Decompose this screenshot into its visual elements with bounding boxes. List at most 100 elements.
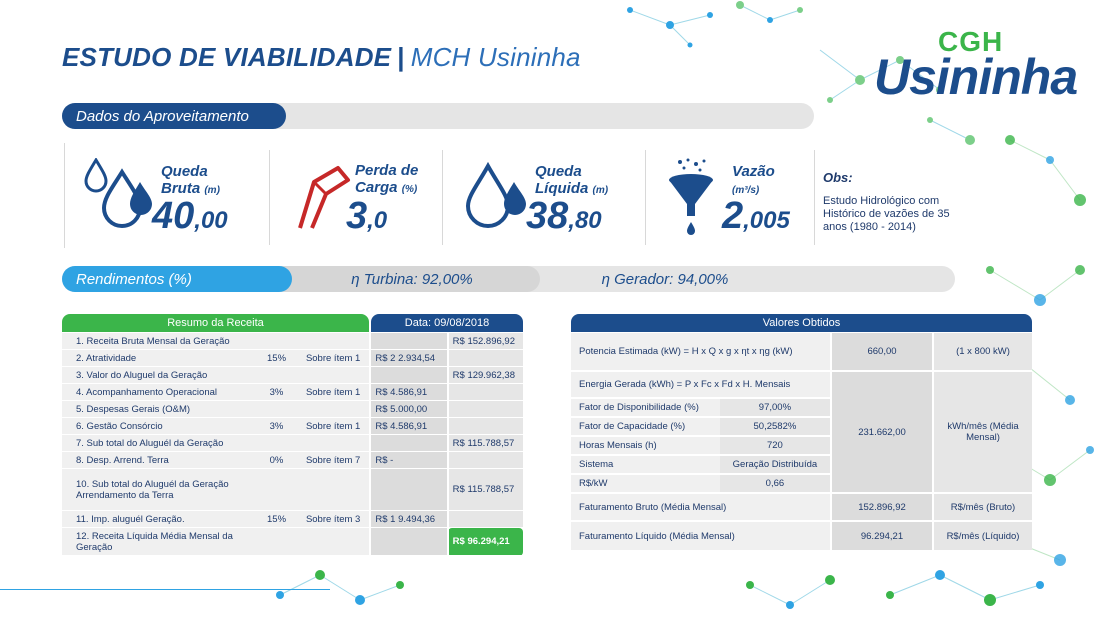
- pipe-loss-icon: [298, 166, 350, 229]
- table-row: 12. Receita Líquida Média Mensal da Gera…: [62, 527, 523, 556]
- row-value: R$ 2 2.934,54: [369, 349, 448, 367]
- table-row: 2. Atratividade 15% Sobre ítem 1 R$ 2 2.934…: [62, 349, 523, 367]
- resumo-date: Data: 09/08/2018: [371, 314, 523, 332]
- perda-carga-value: 3,0: [346, 195, 388, 237]
- row-total: R$ 115.788,57: [446, 434, 523, 452]
- param-value: 50,2582%: [719, 417, 831, 437]
- row-reference: [296, 434, 371, 452]
- row-value: R$ 4.586,91: [369, 417, 448, 435]
- row-value: [369, 366, 448, 384]
- table-row: 11. Imp. aluguél Geração. 15% Sobre ítem 3…: [62, 510, 523, 528]
- row-percent: 3%: [256, 417, 297, 435]
- water-drops-icon: [465, 161, 526, 228]
- table-row: Sistema Geração Distribuída: [571, 455, 1032, 475]
- obs-text: Estudo Hidrológico com Histórico de vazõ…: [823, 195, 950, 233]
- row-item: 11. Imp. aluguél Geração.: [62, 510, 257, 528]
- resumo-table: 1. Receita Bruta Mensal da Geração R$ 152…: [62, 333, 523, 556]
- row-total: R$ 115.788,57: [446, 468, 523, 511]
- energia-value: 231.662,00: [830, 371, 933, 494]
- row-total: [446, 349, 523, 367]
- row-total: [446, 510, 523, 528]
- param-value: 0,66: [719, 474, 831, 494]
- param-value: 720: [719, 436, 831, 456]
- fat-bruto-unit: R$/mês (Bruto): [932, 493, 1032, 522]
- potencia-unit: (1 x 800 kW): [932, 333, 1032, 372]
- row-percent: 0%: [256, 451, 297, 469]
- param-label: R$/kW: [571, 474, 720, 494]
- divider: [269, 150, 270, 245]
- water-drops-icon: [84, 158, 152, 228]
- table-row: Faturamento Líquido (Média Mensal) 96.29…: [571, 521, 1032, 552]
- row-value: [369, 468, 448, 511]
- rendimentos-label: Rendimentos (%): [62, 266, 292, 292]
- page-title: ESTUDO DE VIABILIDADE | MCH Usininha: [62, 42, 581, 73]
- fat-bruto-label: Faturamento Bruto (Média Mensal): [571, 493, 831, 522]
- row-item: 7. Sub total do Aluguél da Geração: [62, 434, 257, 452]
- row-value: [369, 527, 448, 556]
- turbina-efficiency: η Turbina: 92,00%: [351, 270, 473, 288]
- row-value: R$ -: [369, 451, 448, 469]
- row-item: 3. Valor do Aluguel da Geração: [62, 366, 257, 384]
- table-row: 4. Acompanhamento Operacional 3% Sobre íte…: [62, 383, 523, 401]
- energia-unit: kWh/mês (Média Mensal): [932, 371, 1032, 494]
- row-percent: 3%: [256, 383, 297, 401]
- param-label: Horas Mensais (h): [571, 436, 720, 456]
- row-reference: [296, 527, 371, 556]
- title-separator: |: [397, 42, 405, 72]
- table-row: 6. Gestão Consórcio 3% Sobre ítem 1 R$ 4.58…: [62, 417, 523, 435]
- row-item: 5. Despesas Gerais (O&M): [62, 400, 257, 418]
- vazao-value: 2,005: [722, 195, 790, 237]
- row-reference: [296, 333, 371, 350]
- title-main: ESTUDO DE VIABILIDADE: [62, 42, 392, 72]
- param-label: Sistema: [571, 455, 720, 475]
- row-item: 12. Receita Líquida Média Mensal da Gera…: [62, 527, 257, 556]
- param-value: Geração Distribuída: [719, 455, 831, 475]
- row-percent: 15%: [256, 510, 297, 528]
- row-item: 10. Sub total do Aluguél da Geração Arre…: [62, 468, 257, 511]
- queda-bruta-value: 40,00: [152, 195, 228, 237]
- table-row: Potencia Estimada (kW) = H x Q x g x ηt …: [571, 333, 1032, 372]
- row-value: R$ 5.000,00: [369, 400, 448, 418]
- row-percent: 15%: [256, 349, 297, 367]
- table-row: 3. Valor do Aluguel da Geração R$ 129.962…: [62, 366, 523, 384]
- resumo-header: Resumo da Receita: [62, 314, 369, 332]
- row-total: [446, 400, 523, 418]
- row-value: [369, 333, 448, 350]
- row-total: R$ 152.896,92: [446, 333, 523, 350]
- fat-liquido-unit: R$/mês (Líquido): [932, 521, 1032, 552]
- row-item: 4. Acompanhamento Operacional: [62, 383, 257, 401]
- table-row: Fator de Capacidade (%) 50,2582%: [571, 417, 1032, 437]
- row-reference: [296, 400, 371, 418]
- row-reference: Sobre ítem 7: [296, 451, 371, 469]
- param-value: 97,00%: [719, 398, 831, 418]
- divider: [814, 150, 815, 245]
- queda-bruta-label: Queda Bruta (m): [161, 163, 220, 197]
- perda-carga-label: Perda de Carga (%): [355, 162, 419, 196]
- row-item: 2. Atratividade: [62, 349, 257, 367]
- divider: [442, 150, 443, 245]
- logo-cgh: CGH: [938, 26, 1004, 57]
- queda-liquida-value: 38,80: [526, 195, 602, 237]
- fat-liquido-value: 96.294,21: [830, 521, 933, 552]
- table-row: Horas Mensais (h) 720: [571, 436, 1032, 456]
- gerador-efficiency: η Gerador: 94,00%: [601, 270, 729, 288]
- title-subtitle: MCH Usininha: [410, 42, 581, 72]
- energia-label: Energia Gerada (kWh) = P x Fc x Fd x H. …: [571, 371, 831, 399]
- fat-liquido-label: Faturamento Líquido (Média Mensal): [571, 521, 831, 552]
- vazao-label: Vazão (m³/s): [732, 163, 775, 196]
- table-row: Energia Gerada (kWh) = P x Fc x Fd x H. …: [571, 371, 1032, 494]
- table-row: Faturamento Bruto (Média Mensal) 152.896…: [571, 493, 1032, 522]
- row-total: [446, 383, 523, 401]
- param-label: Fator de Disponibilidade (%): [571, 398, 720, 418]
- row-value: R$ 4.586,91: [369, 383, 448, 401]
- logo-usininha: Usininha: [874, 49, 1078, 105]
- footer-line: [0, 589, 330, 590]
- row-percent: [256, 333, 297, 350]
- row-percent: [256, 468, 297, 511]
- row-item: 6. Gestão Consórcio: [62, 417, 257, 435]
- row-reference: Sobre ítem 3: [296, 510, 371, 528]
- potencia-value: 660,00: [830, 333, 933, 372]
- table-row: Fator de Disponibilidade (%) 97,00%: [571, 398, 1032, 418]
- aproveitamento-label: Dados do Aproveitamento: [62, 103, 286, 129]
- potencia-label: Potencia Estimada (kW) = H x Q x g x ηt …: [571, 333, 831, 372]
